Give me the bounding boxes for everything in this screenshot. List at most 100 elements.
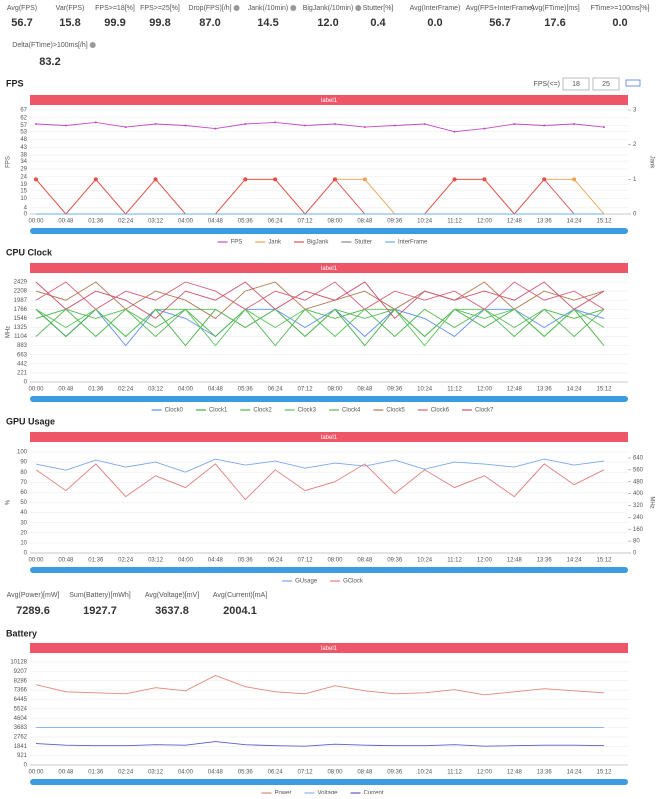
- x-tick-label: 01:36: [88, 558, 104, 564]
- point: [363, 126, 366, 129]
- y-tick-label: 15: [20, 188, 27, 194]
- stat-label: Avg(InterFrame): [410, 5, 461, 12]
- scrollbar[interactable]: [30, 779, 628, 785]
- point: [572, 177, 577, 182]
- y-tick-label: 62: [20, 115, 27, 121]
- y-tick-label: 2429: [14, 280, 28, 286]
- point: [273, 177, 278, 182]
- y-tick-label: 90: [20, 460, 27, 466]
- y2-tick-label: 560: [633, 467, 644, 473]
- x-tick-label: 05:36: [238, 558, 254, 564]
- stat-value: 7289.6: [16, 605, 50, 617]
- y-axis-label: %: [6, 499, 12, 505]
- x-tick-label: 09:36: [387, 770, 403, 776]
- legend-label: Clock0: [165, 408, 184, 414]
- x-tick-label: 00:48: [58, 219, 74, 225]
- legend-label: FPS: [231, 240, 243, 246]
- label-bar: [30, 432, 628, 442]
- y-tick-label: 3683: [14, 725, 28, 731]
- series-line: [35, 281, 605, 319]
- x-tick-label: 08:00: [327, 770, 343, 776]
- y-tick-label: 4604: [14, 716, 28, 722]
- stat-label: FTime>=100ms[%]: [591, 5, 650, 12]
- stat-value: 3637.8: [155, 605, 189, 617]
- section-title: FPS: [6, 78, 24, 88]
- y-tick-label: 67: [20, 108, 27, 114]
- scrollbar[interactable]: [30, 228, 628, 234]
- legend-label: GUsage: [295, 579, 318, 585]
- fps-input[interactable]: [562, 77, 590, 91]
- x-tick-label: 00:00: [28, 387, 44, 393]
- x-tick-label: 06:24: [268, 219, 284, 225]
- section-title: CPU Clock: [6, 247, 53, 257]
- y-tick-label: 50: [20, 500, 27, 506]
- label-bar: [30, 643, 628, 653]
- y2-tick-label: 480: [633, 479, 644, 485]
- y-tick-label: 70: [20, 480, 27, 486]
- x-tick-label: 08:00: [327, 219, 343, 225]
- point: [184, 124, 187, 127]
- series-line: [35, 178, 604, 215]
- stat-label: Avg(Current)[mA]: [213, 592, 267, 599]
- stat-label: Var(FPS): [56, 5, 85, 12]
- scrollbar[interactable]: [30, 396, 628, 402]
- y2-tick-label: 2: [633, 142, 637, 148]
- legend-label: BigJank: [307, 240, 329, 246]
- x-tick-label: 11:12: [447, 219, 462, 225]
- stat-value: 1927.7: [83, 605, 117, 617]
- point: [93, 177, 98, 182]
- y-tick-label: 0: [24, 212, 28, 218]
- y2-tick-label: 80: [633, 539, 640, 545]
- y-tick-label: 10128: [10, 660, 27, 666]
- scrollbar[interactable]: [30, 567, 628, 573]
- x-tick-label: 07:12: [298, 770, 314, 776]
- legend-label: Clock7: [475, 408, 494, 414]
- y-tick-label: 1325: [14, 325, 28, 331]
- fps-input[interactable]: [592, 77, 620, 91]
- stat-label: Avg(Voltage)[mV]: [145, 592, 199, 599]
- reset-link[interactable]: [625, 79, 641, 87]
- y-tick-label: 29: [20, 167, 27, 173]
- x-tick-label: 12:00: [477, 770, 493, 776]
- y2-tick-label: 240: [633, 515, 644, 521]
- x-tick-label: 10:24: [417, 387, 433, 393]
- label-bar-text: label1: [321, 266, 338, 272]
- x-tick-label: 07:12: [298, 387, 314, 393]
- legend-label: Current: [364, 791, 384, 794]
- series-line: [35, 458, 605, 473]
- label-bar-text: label1: [321, 646, 338, 652]
- x-tick-label: 00:00: [28, 219, 44, 225]
- series-line: [35, 121, 605, 133]
- label-bar: [30, 263, 628, 273]
- legend-label: Clock4: [342, 408, 361, 414]
- stat-value: 99.9: [104, 17, 125, 29]
- x-tick-label: 08:00: [327, 558, 343, 564]
- x-tick-label: 01:36: [88, 770, 104, 776]
- point: [573, 122, 576, 125]
- x-tick-label: 15:12: [596, 770, 612, 776]
- x-tick-label: 00:00: [28, 558, 44, 564]
- y2-tick-label: 320: [633, 503, 644, 509]
- legend-label: Voltage: [317, 791, 338, 794]
- x-tick-label: 08:48: [357, 219, 373, 225]
- x-tick-label: 13:36: [537, 387, 553, 393]
- y-tick-label: 921: [17, 753, 28, 759]
- x-tick-label: 09:36: [387, 558, 403, 564]
- x-tick-label: 03:12: [148, 558, 164, 564]
- x-tick-label: 08:48: [357, 558, 373, 564]
- stat-value: 0.0: [612, 17, 627, 29]
- point: [154, 122, 157, 125]
- y-tick-label: 48: [20, 137, 27, 143]
- series-line: [35, 308, 605, 347]
- y-tick-label: 34: [20, 159, 27, 165]
- y-tick-label: 883: [17, 343, 28, 349]
- x-tick-label: 00:00: [28, 770, 44, 776]
- stat-label: Delta(FTime)>100ms[/h]: [12, 42, 87, 49]
- help-icon: [290, 5, 297, 11]
- y-tick-label: 80: [20, 470, 27, 476]
- label-bar: [30, 95, 628, 105]
- y-tick-label: 19: [20, 182, 27, 188]
- x-tick-label: 15:12: [596, 387, 612, 393]
- stat-value: 0.0: [427, 17, 442, 29]
